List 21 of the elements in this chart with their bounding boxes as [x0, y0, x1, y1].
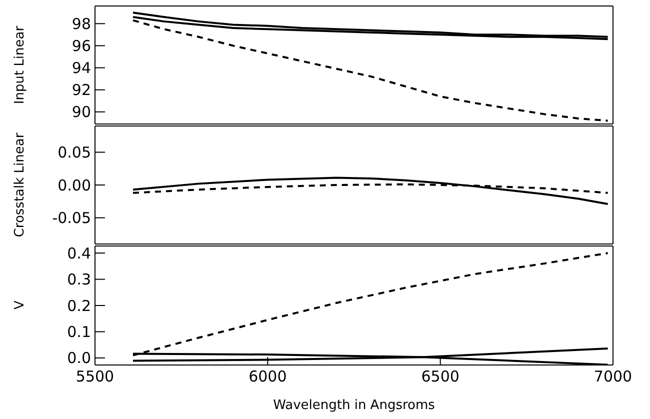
y-tick-label: 0.00 — [58, 176, 91, 194]
y-tick-label: 98 — [72, 14, 91, 33]
y-tick-label: -0.05 — [52, 209, 91, 228]
y-tick-label: 96 — [72, 37, 91, 56]
y-tick-label: 92 — [72, 81, 91, 100]
x-tick-label: 5500 — [76, 368, 114, 386]
x-axis-title: Wavelength in Angsroms — [273, 398, 436, 413]
y-tick-label: 0.05 — [58, 144, 91, 162]
y-tick-label: 94 — [72, 59, 91, 78]
y-axis-title: V — [12, 300, 28, 310]
y-tick-label: 0.3 — [67, 270, 91, 289]
y-tick-label: 90 — [72, 103, 91, 122]
y-tick-label: 0.1 — [67, 323, 91, 342]
x-tick-label: 6000 — [248, 368, 287, 386]
y-tick-label: 0.0 — [67, 349, 91, 368]
x-tick-label: 7000 — [594, 368, 632, 386]
y-tick-label: 0.4 — [67, 244, 91, 262]
y-axis-title: Crosstalk Linear — [12, 132, 28, 238]
y-tick-label: 0.2 — [67, 296, 91, 315]
y-axis-title: Input Linear — [12, 26, 28, 104]
x-tick-label: 6500 — [421, 368, 460, 386]
